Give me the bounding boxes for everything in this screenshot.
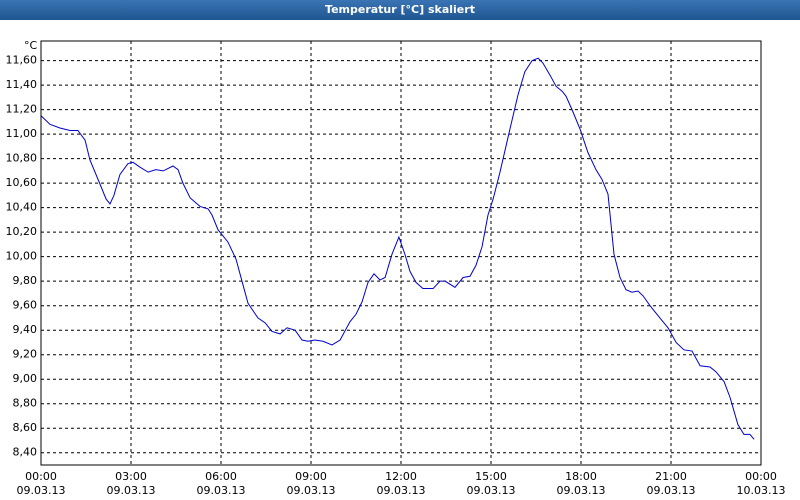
y-tick-label: 9,40 xyxy=(13,323,38,336)
x-tick-date: 09.03.13 xyxy=(647,484,696,497)
x-tick-label: 00:00 xyxy=(745,470,777,483)
x-tick-label: 12:00 xyxy=(385,470,417,483)
x-tick-date: 10.03.13 xyxy=(737,484,786,497)
y-tick-label: 10,20 xyxy=(6,225,38,238)
x-tick-label: 09:00 xyxy=(295,470,327,483)
x-tick-label: 03:00 xyxy=(115,470,147,483)
y-tick-label: 9,00 xyxy=(13,372,38,385)
x-tick-date: 09.03.13 xyxy=(377,484,426,497)
title-bar: Temperatur [°C] skaliert xyxy=(0,0,800,20)
y-tick-label: 8,40 xyxy=(13,446,38,459)
y-tick-label: 8,80 xyxy=(13,397,38,410)
x-tick-date: 09.03.13 xyxy=(197,484,246,497)
y-tick-label: 10,60 xyxy=(6,176,38,189)
x-tick-date: 09.03.13 xyxy=(17,484,66,497)
y-unit: °C xyxy=(24,39,38,52)
x-tick-date: 09.03.13 xyxy=(287,484,336,497)
x-tick-label: 21:00 xyxy=(655,470,687,483)
y-tick-label: 9,80 xyxy=(13,274,38,287)
x-tick-label: 06:00 xyxy=(205,470,237,483)
y-tick-label: 9,60 xyxy=(13,299,38,312)
y-tick-label: 8,60 xyxy=(13,421,38,434)
y-tick-label: 9,20 xyxy=(13,348,38,361)
x-tick-label: 00:00 xyxy=(25,470,57,483)
x-tick-date: 09.03.13 xyxy=(107,484,156,497)
x-tick-label: 15:00 xyxy=(475,470,507,483)
x-tick-date: 09.03.13 xyxy=(467,484,516,497)
plot-border xyxy=(40,40,762,466)
y-tick-label: 11,40 xyxy=(6,78,38,91)
y-tick-label: 11,60 xyxy=(6,54,38,67)
y-tick-label: 11,20 xyxy=(6,103,38,116)
chart: °C 8,40 8,60 8,80 9,00 9,20 9,40 9,60 9,80 10,00… xyxy=(6,39,786,497)
y-tick-label: 10,00 xyxy=(6,250,38,263)
line-series xyxy=(40,57,755,440)
x-tick-date: 09.03.13 xyxy=(557,484,606,497)
x-tick-label: 18:00 xyxy=(565,470,597,483)
y-tick-label: 10,40 xyxy=(6,201,38,214)
y-tick-label: 11,00 xyxy=(6,127,38,140)
y-tick-label: 10,80 xyxy=(6,152,38,165)
